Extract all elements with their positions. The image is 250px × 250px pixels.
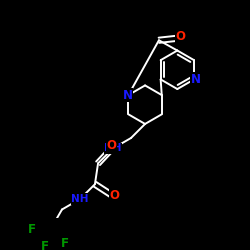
Text: NH: NH — [71, 194, 89, 204]
Text: N: N — [191, 73, 201, 86]
Text: NH: NH — [104, 144, 122, 154]
Text: O: O — [107, 139, 117, 152]
Text: F: F — [41, 240, 49, 250]
Text: F: F — [61, 238, 69, 250]
Text: O: O — [176, 30, 186, 43]
Text: F: F — [28, 223, 36, 236]
Text: N: N — [122, 88, 132, 102]
Text: O: O — [110, 189, 120, 202]
